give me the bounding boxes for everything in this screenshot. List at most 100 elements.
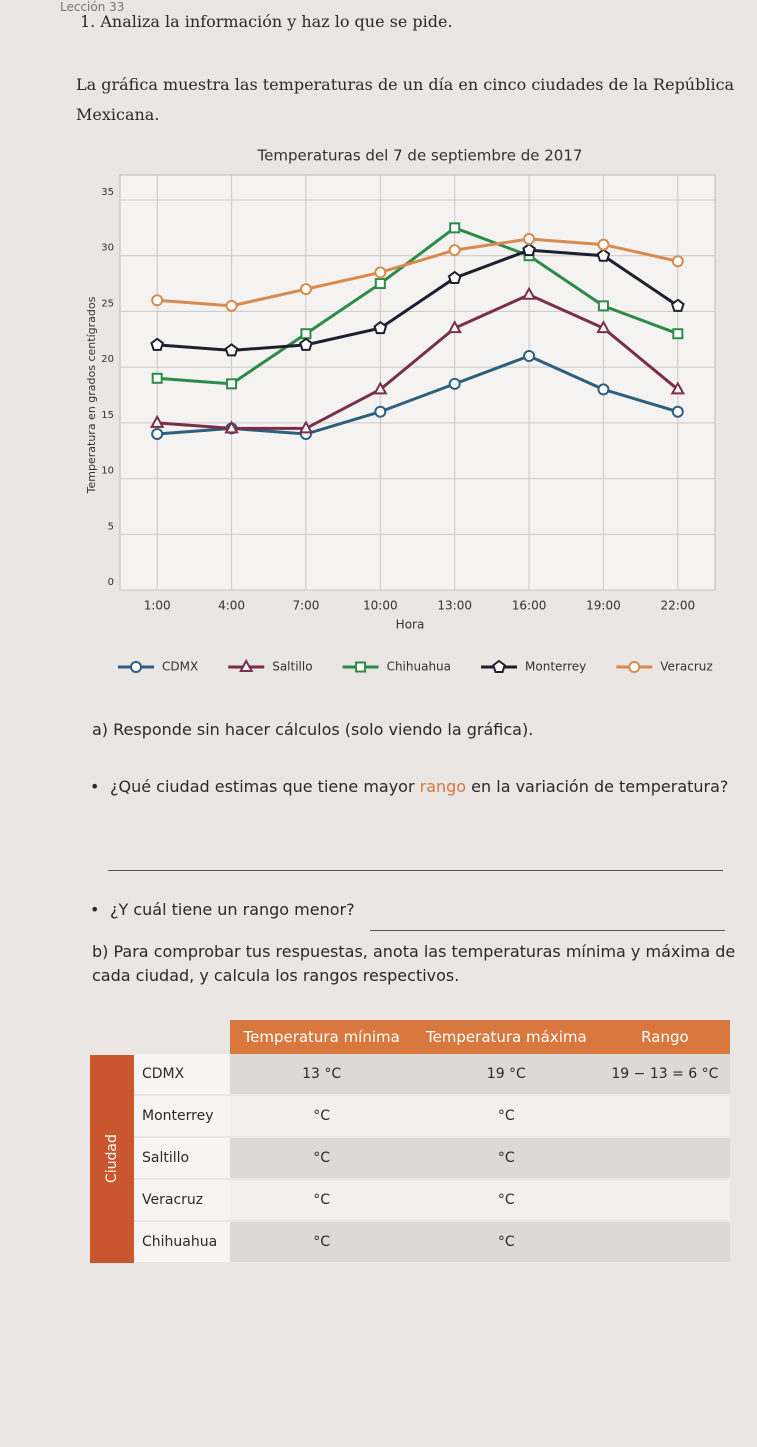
- city-name: Monterrey: [134, 1095, 231, 1138]
- x-tick-label: 22:00: [661, 599, 696, 613]
- marker: [150, 337, 165, 351]
- y-axis-label: Temperatura en grados centígrados: [85, 296, 98, 494]
- legend-label: Chihuahua: [387, 660, 451, 674]
- y-tick-label: 30: [101, 243, 114, 254]
- marker: [447, 270, 462, 284]
- table-cell: °C: [412, 1221, 600, 1264]
- table-body: Ciudad CDMX 13 °C 19 °C 19 − 13 = 6 °C Monter…: [90, 1054, 730, 1264]
- x-tick-label: 13:00: [437, 599, 472, 613]
- marker: [449, 222, 461, 234]
- question-a1: ¿Qué ciudad estimas que tiene mayor rang…: [90, 775, 730, 799]
- table-cell: [599, 1179, 730, 1222]
- marker: [628, 661, 641, 673]
- marker: [672, 328, 684, 340]
- table-cell: 13 °C: [230, 1054, 413, 1096]
- legend-label: CDMX: [162, 660, 198, 674]
- marker: [596, 320, 611, 334]
- table-cell: °C: [230, 1095, 413, 1138]
- marker: [373, 381, 388, 395]
- marker: [224, 420, 239, 434]
- header: Temperatura mínima: [230, 1020, 413, 1054]
- table-cell: [599, 1095, 730, 1138]
- corner: [134, 1020, 230, 1054]
- marker: [239, 658, 254, 672]
- table-cell: [599, 1137, 730, 1180]
- answer-line: [370, 930, 725, 931]
- marker: [596, 248, 611, 262]
- marker: [224, 343, 239, 357]
- exercise-title: 1. Analiza la información y haz lo que s…: [80, 12, 453, 31]
- marker: [671, 405, 684, 418]
- text: en la variación de temperatura?: [466, 777, 729, 796]
- x-tick-label: 19:00: [586, 599, 621, 613]
- city-name: Veracruz: [134, 1179, 231, 1222]
- marker: [492, 659, 506, 673]
- answer-line: [108, 870, 723, 871]
- table-cell: °C: [230, 1179, 413, 1222]
- marker: [448, 244, 461, 257]
- x-tick-label: 16:00: [512, 599, 547, 613]
- marker: [373, 320, 388, 335]
- marker: [151, 372, 163, 384]
- y-tick-label: 15: [101, 410, 114, 421]
- corner: [90, 1020, 134, 1054]
- y-tick-label: 25: [101, 298, 114, 309]
- table-cell: °C: [412, 1179, 600, 1222]
- highlight: rango: [419, 777, 467, 796]
- legend-label: Veracruz: [660, 660, 712, 674]
- y-tick-label: 20: [101, 354, 114, 365]
- table-cell: °C: [412, 1137, 600, 1180]
- marker: [597, 238, 610, 251]
- side-header: Ciudad: [90, 1054, 134, 1263]
- header: Rango: [599, 1020, 730, 1054]
- marker: [597, 300, 609, 312]
- lesson-label: Lección 33: [60, 0, 125, 14]
- marker: [374, 266, 387, 279]
- series-line: [157, 293, 679, 430]
- marker: [523, 233, 536, 245]
- series-line: [157, 237, 679, 308]
- table-row: Veracruz °C °C: [90, 1179, 730, 1222]
- question-b: b) Para comprobar tus respuestas, anota …: [92, 942, 736, 985]
- x-tick-label: 10:00: [363, 599, 398, 613]
- header-row: Temperatura mínima Temperatura máxima Ra…: [90, 1020, 730, 1054]
- legend-label: Monterrey: [525, 660, 586, 674]
- x-tick-label: 4:00: [218, 599, 245, 613]
- marker: [226, 378, 238, 390]
- chart: Temperaturas del 7 de septiembre de 2017…: [85, 147, 716, 674]
- marker: [521, 286, 537, 300]
- marker: [151, 294, 164, 307]
- marker: [299, 337, 313, 351]
- question-a-title: a) Responde sin hacer cálculos (solo vie…: [92, 720, 534, 739]
- table-cell: °C: [412, 1095, 600, 1138]
- chart-title: Temperaturas del 7 de septiembre de 2017: [257, 147, 583, 165]
- table-cell: °C: [230, 1137, 413, 1180]
- marker: [670, 381, 686, 395]
- marker: [299, 283, 312, 296]
- table-cell: 19 °C: [412, 1054, 600, 1096]
- marker: [447, 320, 462, 334]
- marker: [130, 661, 142, 673]
- y-tick-label: 10: [101, 466, 114, 477]
- marker: [670, 298, 685, 312]
- city-name: Chihuahua: [134, 1221, 231, 1264]
- table-cell: °C: [230, 1221, 413, 1264]
- marker: [149, 414, 165, 428]
- marker: [522, 242, 536, 257]
- series-line: [157, 226, 679, 386]
- series-line: [157, 248, 679, 352]
- table-cell: 19 − 13 = 6 °C: [599, 1054, 730, 1096]
- legend-label: Saltillo: [272, 660, 312, 674]
- table-row: Saltillo °C °C: [90, 1137, 730, 1180]
- y-tick-label: 35: [101, 187, 114, 198]
- marker: [523, 350, 536, 362]
- marker: [225, 299, 238, 312]
- marker: [374, 278, 386, 290]
- exercise-intro: La gráfica muestra las temperaturas de u…: [76, 75, 735, 124]
- marker: [374, 405, 387, 418]
- city-name: CDMX: [134, 1054, 231, 1096]
- x-tick-label: 7:00: [292, 599, 319, 613]
- table-row: Ciudad CDMX 13 °C 19 °C 19 − 13 = 6 °C: [90, 1054, 730, 1263]
- table-cell: [599, 1221, 730, 1264]
